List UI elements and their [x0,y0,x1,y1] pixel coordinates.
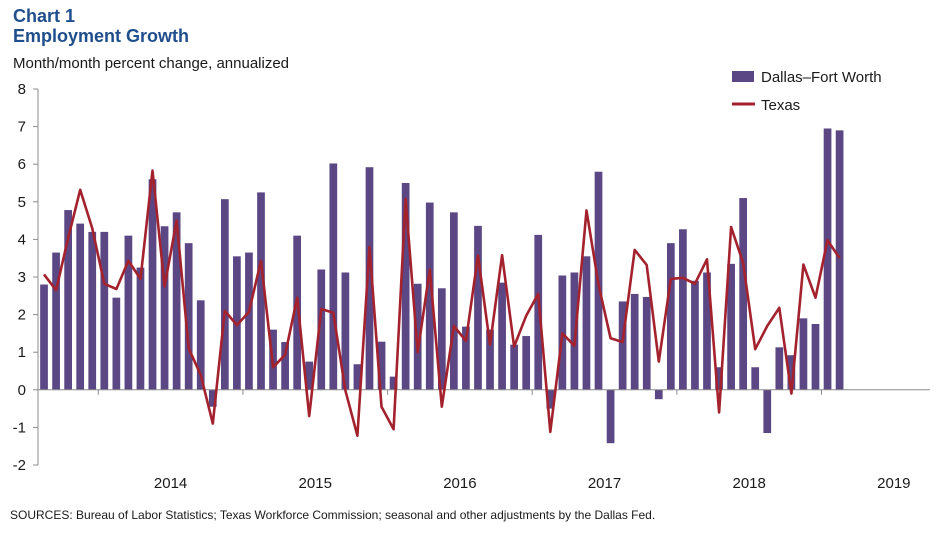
dfw-bar [703,272,711,390]
dfw-bar [727,263,735,390]
y-tick-label: 3 [18,269,26,286]
source-note: SOURCES: Bureau of Labor Statistics; Tex… [10,508,656,522]
dfw-bar [775,347,784,390]
dfw-bar [835,130,844,390]
legend-swatch-dfw [732,71,754,82]
dfw-bar [679,229,687,390]
y-tick-label: 7 [18,119,26,136]
y-tick-label: 2 [18,307,26,324]
dfw-bar [763,389,772,434]
y-tick-label: 5 [18,194,26,211]
dfw-bar [64,210,72,390]
dfw-bar [100,231,109,390]
y-tick-label: 0 [18,382,26,399]
dfw-bar [486,329,494,390]
dfw-bar [281,342,289,390]
dfw-bar [329,163,338,390]
dfw-bar [606,389,615,444]
dfw-bar-series [40,128,844,444]
x-year-label: 2019 [877,475,910,492]
dfw-bar [245,252,253,390]
dfw-bar [233,256,241,390]
dfw-bar [425,202,434,390]
y-tick-label: 4 [18,231,26,248]
dfw-bar [811,324,820,390]
legend-label-dfw: Dallas–Fort Worth [761,69,882,86]
dfw-bar [823,128,832,390]
y-tick-label: -1 [13,419,26,436]
dfw-bar [546,389,555,409]
dfw-bar [401,183,410,390]
dfw-bar [534,234,543,390]
dfw-bar [196,300,205,390]
y-tick-label: -2 [13,457,26,474]
dfw-bar [691,280,699,390]
chart-number: Chart 1 [13,6,76,26]
dfw-bar [654,389,663,400]
dfw-bar [88,231,97,390]
dfw-bar [437,288,446,390]
legend: Dallas–Fort Worth Texas [732,69,882,114]
dfw-bar [124,235,133,390]
y-tick-label: 8 [18,81,26,98]
x-year-label: 2016 [443,475,476,492]
dfw-bar [220,199,229,390]
dfw-bar [389,376,398,390]
dfw-bar [365,167,374,390]
x-year-label: 2014 [154,475,187,492]
y-axis-label: Month/month percent change, annualized [13,55,290,72]
dfw-bar [305,361,314,390]
x-year-label: 2018 [733,475,766,492]
dfw-bar [642,296,651,390]
legend-label-texas: Texas [761,97,800,114]
dfw-bar [450,212,458,390]
dfw-bar [52,252,60,390]
dfw-bar [630,293,639,390]
dfw-bar [317,269,326,390]
x-year-label: 2017 [588,475,621,492]
dfw-bar [76,223,85,390]
dfw-bar [353,364,362,390]
dfw-bar [474,225,482,390]
dfw-bar [160,226,169,390]
dfw-bar [522,336,531,390]
dfw-bar [462,326,470,390]
texas-line-series [42,169,841,438]
dfw-bar [40,284,48,390]
chart-title: Employment Growth [13,26,190,46]
dfw-bar [739,198,748,390]
y-tick-label: 6 [18,156,26,173]
dfw-bar [112,297,121,390]
dfw-bar [377,341,386,390]
dfw-bar [618,301,627,390]
dfw-bar [208,389,217,407]
texas-line [42,169,841,438]
dfw-bar [257,192,265,390]
dfw-bar [184,243,193,390]
x-year-label: 2015 [299,475,332,492]
dfw-bar [715,367,723,390]
dfw-bar [293,235,302,390]
dfw-bar [510,344,518,390]
dfw-bar [172,212,181,390]
axes: -2 -1 0 1 2 3 4 5 6 7 8 2014 2015 2016 2017 2018 2019 [13,81,930,492]
dfw-bar [498,282,506,390]
y-tick-label: 1 [18,344,26,361]
dfw-bar [751,367,760,390]
dfw-bar [136,267,145,390]
dfw-bar [666,243,675,390]
dfw-bar [148,179,157,390]
dfw-bar [341,272,350,390]
dfw-bar [799,318,808,390]
dfw-bar [787,355,796,390]
dfw-bar [582,256,591,390]
